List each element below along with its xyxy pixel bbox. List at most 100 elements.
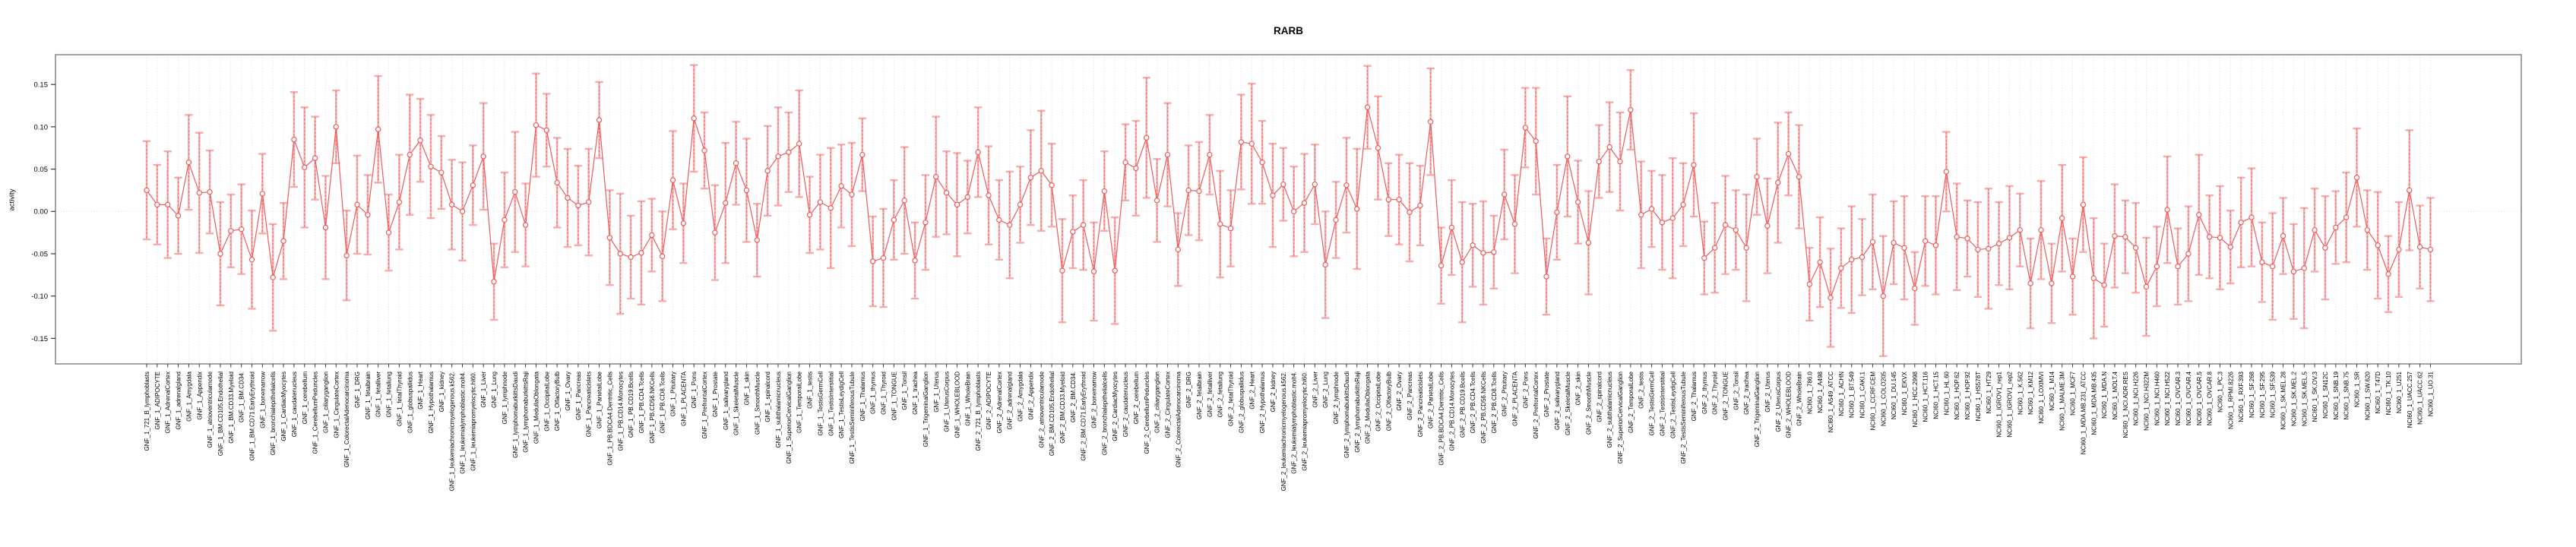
data-point	[1733, 227, 1739, 233]
data-point	[280, 238, 286, 244]
data-point	[2164, 207, 2170, 213]
x-category-label: NCI60_1_SF.539	[2270, 371, 2277, 417]
data-point	[691, 115, 697, 122]
data-point	[1122, 159, 1128, 166]
x-category-label: GNF_2_PB.CD4.Tcells	[1470, 372, 1476, 433]
x-category-label: GNF_1_SmoothMuscle	[754, 371, 761, 435]
data-point	[1880, 293, 1886, 299]
data-point	[638, 250, 644, 256]
data-point	[1975, 246, 1981, 253]
x-category-label: GNF_1_ciliaryganglion	[322, 372, 329, 433]
x-category-label: GNF_2_TestisGermCell	[1649, 372, 1656, 436]
x-category-label: NCI60_1_HCT.15	[1933, 371, 1940, 419]
x-category-label: NCI60_1_NCI.ADR.RES	[2122, 372, 2129, 438]
data-point	[2280, 232, 2286, 239]
data-point	[2396, 246, 2402, 253]
x-category-label: GNF_2_Amygdala	[1017, 371, 1024, 421]
x-category-label: GNF_1_Hypothalamus	[428, 372, 435, 433]
x-category-label: GNF_1_TestisSeminiferousTubule	[849, 371, 856, 463]
data-point	[1638, 212, 1644, 218]
x-category-label: GNF_1_WHOLEBLOOD	[954, 372, 960, 438]
x-category-label: NCI60_1_NCI.H226	[2133, 371, 2140, 425]
x-category-label: GNF_2_AdrenalCortex	[996, 372, 1003, 433]
x-category-label: GNF_2_WholeBrain	[1796, 372, 1802, 426]
data-point	[838, 183, 844, 189]
x-category-label: NCI60_1_T47D	[2375, 372, 2381, 414]
data-point	[365, 212, 371, 218]
x-category-label: GNF_1_TestisGermCell	[817, 372, 824, 436]
data-point	[2059, 215, 2065, 221]
data-point	[2175, 264, 2181, 270]
x-category-label: NCI60_1_BT.549	[1849, 371, 1856, 417]
x-category-label: GNF_1_subthalamicnucleus	[775, 372, 782, 448]
data-point	[669, 177, 676, 183]
x-category-label: NCI60_1_SK.MEL.2	[2290, 371, 2297, 426]
data-point	[470, 182, 476, 188]
x-category-label: GNF_1_testis	[807, 372, 814, 409]
data-point	[1270, 192, 1276, 198]
data-point	[2407, 187, 2413, 194]
data-point	[1554, 209, 1560, 216]
data-point	[764, 168, 771, 174]
x-category-label: NCI60_1_OVCAR.8	[2207, 371, 2214, 425]
x-category-label: GNF_2_Thyroid	[1712, 372, 1719, 415]
x-category-label: NCI60_1_RXF.393	[2238, 371, 2245, 422]
data-point	[407, 151, 413, 158]
x-category-label: GNF_2_MedullaOblongata	[1365, 371, 1372, 444]
x-category-label: NCI60_1_ACHN	[1838, 372, 1845, 416]
data-point	[1901, 245, 1907, 251]
data-point	[196, 190, 202, 196]
x-category-label: GNF_2_ciliaryganglion	[1154, 372, 1161, 433]
data-point	[806, 212, 813, 218]
x-category-label: GNF_2_testis	[1638, 372, 1645, 409]
x-category-label: GNF_1_Uterus	[933, 372, 940, 413]
x-category-label: NCI60_1_HT29	[1986, 371, 1992, 413]
x-category-label: NCI60_1_SK.OV.3	[2312, 371, 2318, 422]
data-point	[586, 199, 592, 205]
data-point	[1785, 150, 1792, 157]
x-category-label: NCI60_1_EKVX	[1901, 371, 1908, 415]
data-point	[712, 229, 718, 236]
data-point	[1070, 229, 1076, 235]
data-point	[1565, 153, 1571, 160]
y-tick-label: -0.05	[31, 250, 48, 258]
data-point	[1659, 220, 1666, 226]
x-category-label: GNF_1_globuspallidus	[407, 372, 413, 433]
data-point	[1954, 234, 1960, 240]
x-category-label: GNF_1_adrenalgland	[176, 372, 182, 430]
x-category-label: GNF_1_thymus	[870, 372, 877, 414]
data-point	[1049, 182, 1055, 188]
data-point	[1227, 225, 1234, 232]
data-point	[459, 208, 466, 214]
data-point	[617, 251, 623, 257]
x-category-label: GNF_2_salivarygland	[1554, 372, 1561, 430]
x-category-label: GNF_1_kidney	[438, 372, 445, 412]
x-category-label: NCI60_1_786.0	[1806, 371, 1813, 414]
x-category-label: GNF_2_OccipitalLobe	[1375, 371, 1381, 431]
x-category-label: NCI60_1_SF.268	[2248, 371, 2255, 417]
error-bars	[142, 64, 2435, 357]
x-category-label: NCI60_1_LOXIMVI	[2038, 372, 2045, 423]
data-point	[723, 200, 729, 206]
x-category-label: GNF_1_TestisInterstitial	[828, 372, 834, 436]
data-point	[1480, 250, 1486, 256]
x-category-label: GNF_1_OlfactoryBulb	[554, 371, 561, 431]
data-point	[333, 124, 339, 130]
data-point	[986, 192, 992, 198]
data-point	[2238, 220, 2244, 226]
data-point	[1038, 168, 1044, 174]
data-point	[2154, 264, 2160, 270]
x-category-label: NCI60_1_DU.145	[1891, 371, 1897, 419]
data-point	[480, 153, 486, 160]
chart-title: RARB	[1274, 25, 1303, 36]
data-point	[1017, 201, 1024, 208]
x-category-label: NCI60_1_M14	[2049, 371, 2055, 410]
data-point	[912, 258, 918, 264]
x-category-label: NCI60_1_PC.3	[2217, 371, 2223, 412]
x-category-label: GNF_2_SkeletalMuscle	[1565, 371, 1571, 435]
data-point	[680, 220, 687, 226]
x-category-label: GNF_1_Pons	[691, 372, 698, 408]
x-category-label: NCI60_1_SF.295	[2259, 371, 2266, 417]
x-category-label: GNF_1_fetalThyroid	[396, 372, 403, 426]
data-point	[1080, 222, 1087, 228]
